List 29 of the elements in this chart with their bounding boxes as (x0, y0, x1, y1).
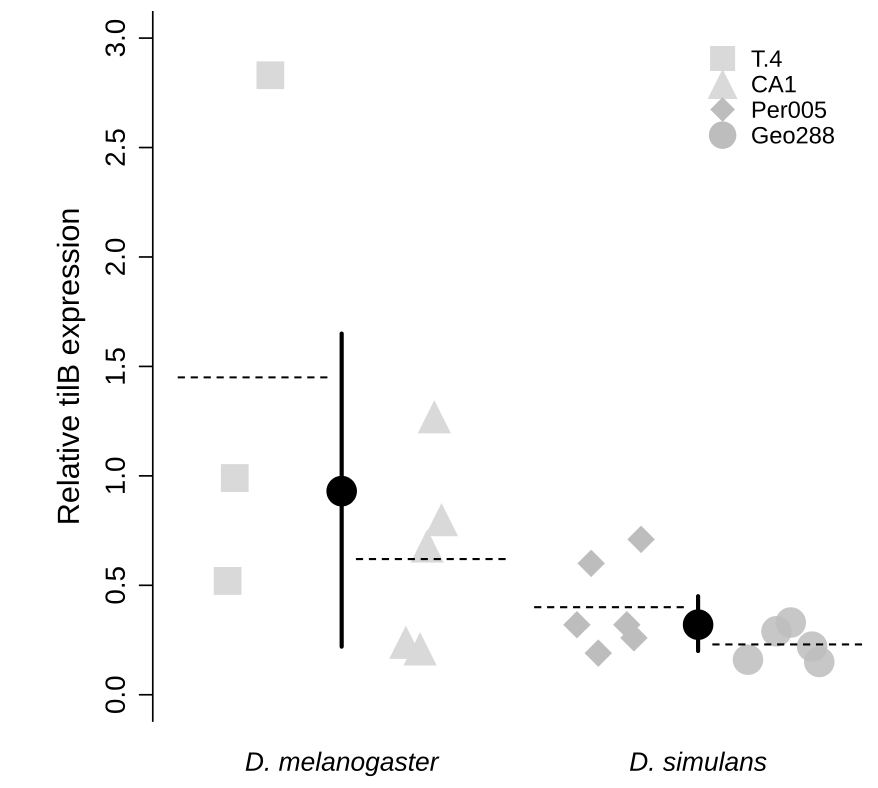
point (627, 526, 655, 554)
y-tick-label: 3.0 (105, 20, 126, 56)
x-tick-label: D. simulans (630, 752, 766, 771)
point (804, 646, 835, 678)
legend-label: Geo288 (752, 126, 834, 144)
point (563, 610, 591, 638)
point (403, 632, 437, 666)
legend-label: Per005 (752, 101, 826, 118)
point (584, 639, 612, 667)
point (220, 464, 249, 492)
y-axis-title: Relative tilB expression (56, 210, 86, 523)
legend-label: T.4 (751, 50, 782, 67)
point (256, 61, 284, 90)
y-tick-label: 0.5 (105, 567, 126, 604)
point (577, 550, 605, 578)
x-tick-label: D. melanogaster (246, 752, 440, 776)
y-tick-label: 2.0 (105, 238, 126, 275)
point (775, 607, 806, 638)
point (410, 529, 444, 563)
legend-label: CA1 (752, 76, 796, 92)
y-tick-label: 2.5 (105, 129, 126, 166)
point (326, 476, 357, 506)
point (214, 567, 242, 595)
point (682, 609, 714, 640)
y-tick-label: 1.5 (106, 348, 126, 384)
y-tick-label: 0.0 (105, 676, 126, 713)
point (418, 400, 452, 434)
point (732, 644, 764, 676)
y-tick-label: 1.0 (105, 458, 126, 494)
